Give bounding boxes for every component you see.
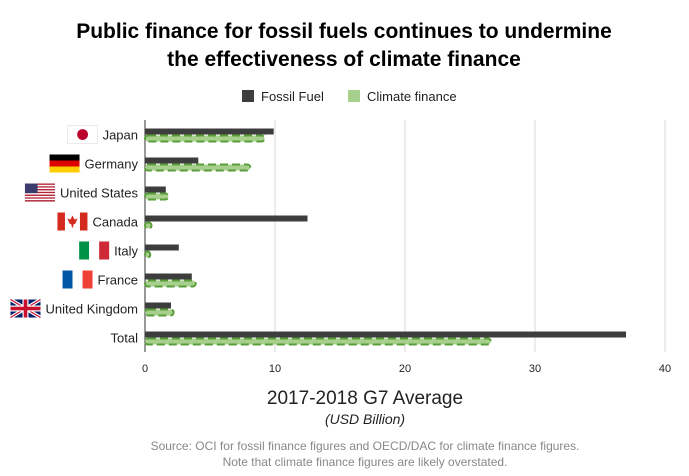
x-axis-ticks: 0 10 20 30 40 <box>142 363 671 375</box>
category-label: Germany <box>85 157 139 172</box>
bar-climate-finance <box>144 163 252 172</box>
bar-fossil-fuel <box>145 215 308 222</box>
chart-title-line-1: Public finance for fossil fuels continue… <box>76 20 612 43</box>
bar-climate-finance <box>144 279 197 288</box>
legend-label-fossil-fuel: Fossil Fuel <box>261 89 324 104</box>
flag-france-icon <box>62 270 93 289</box>
gridlines <box>144 120 666 352</box>
category-label: Italy <box>114 244 138 259</box>
bar-climate-finance <box>144 308 175 317</box>
flag-usa-icon <box>24 183 55 202</box>
bar-fossil-fuel <box>145 128 274 135</box>
bar-fossil-fuel <box>145 244 179 251</box>
category-label: Total <box>111 331 139 346</box>
bar-fossil-fuel <box>145 186 166 193</box>
bar-climate-finance <box>144 192 170 201</box>
legend-label-climate-finance: Climate finance <box>367 89 457 104</box>
category-label: Canada <box>92 215 138 230</box>
category-label: France <box>98 273 138 288</box>
x-tick-label: 20 <box>399 363 411 375</box>
legend-swatch-climate-finance <box>348 90 360 102</box>
source-note-line-1: Source: OCI for fossil finance figures a… <box>151 439 580 453</box>
legend: Fossil Fuel Climate finance <box>242 89 457 104</box>
bar-climate-finance <box>144 134 266 143</box>
category-label: United Kingdom <box>46 302 139 317</box>
bar-climate-finance <box>144 250 152 259</box>
bar-fossil-fuel <box>145 302 171 309</box>
flag-germany-icon <box>49 154 80 173</box>
category-label: Japan <box>103 128 138 143</box>
flag-uk-icon <box>9 297 42 320</box>
bar-fossil-fuel <box>145 331 626 338</box>
category-labels: Japan Germany United States Canada Italy Fran… <box>9 125 139 346</box>
category-label: United States <box>60 186 139 201</box>
x-tick-label: 40 <box>659 363 671 375</box>
source-note-line-2: Note that climate finance figures are li… <box>223 455 508 469</box>
bar-fossil-fuel <box>145 273 192 280</box>
x-tick-label: 0 <box>142 363 148 375</box>
flag-japan-icon <box>67 125 98 144</box>
flag-canada-icon <box>57 212 88 231</box>
x-tick-label: 10 <box>269 363 281 375</box>
chart-title-line-2: the effectiveness of climate finance <box>167 48 521 71</box>
bar-climate-finance <box>144 337 492 346</box>
x-tick-label: 30 <box>529 363 541 375</box>
legend-swatch-fossil-fuel <box>242 90 254 102</box>
bars <box>144 128 626 346</box>
flag-italy-icon <box>79 241 110 260</box>
x-axis-sublabel: (USD Billion) <box>325 411 405 427</box>
bar-fossil-fuel <box>145 157 199 164</box>
x-axis-label: 2017-2018 G7 Average <box>267 388 463 409</box>
bar-climate-finance <box>144 221 153 230</box>
